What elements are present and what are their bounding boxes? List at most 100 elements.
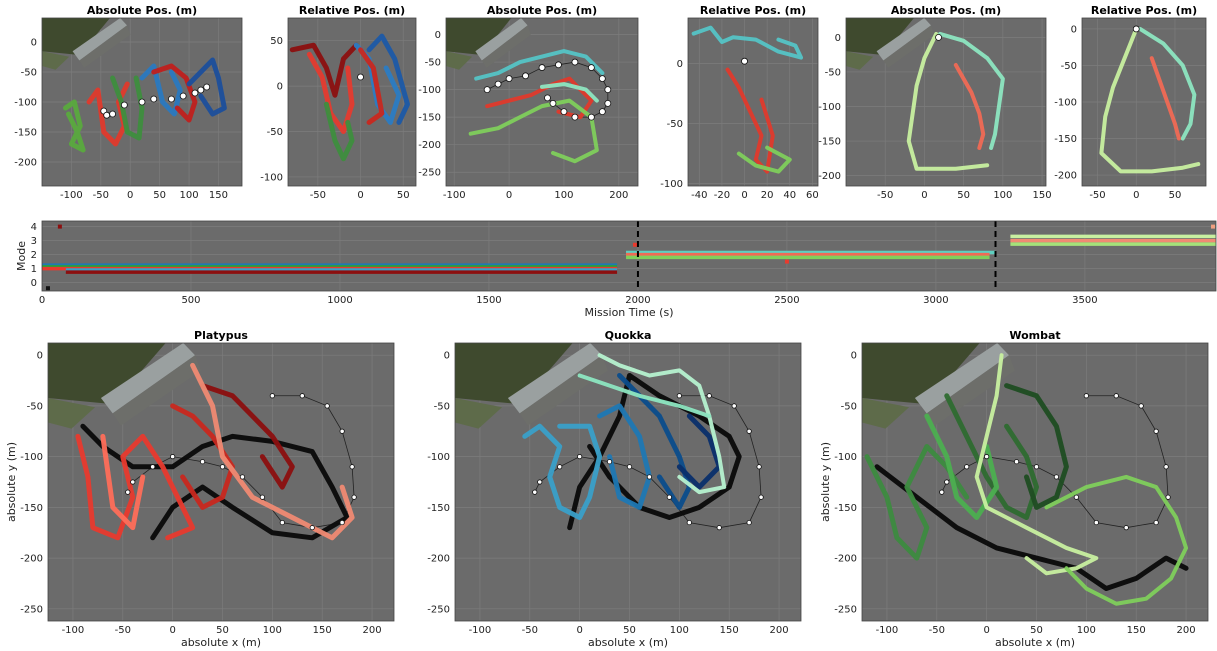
waypoint-marker	[199, 459, 206, 465]
waypoint-marker	[587, 113, 595, 121]
waypoint-marker	[103, 111, 111, 119]
y-tick-label: 0	[435, 30, 441, 41]
robot-track	[567, 372, 742, 531]
panel-bot1: -100 -50 0 50 100 150 200 0 -50 -100 -150 -200 -250 P…	[5, 329, 395, 649]
y-tick-label: -150	[14, 128, 37, 139]
waypoint-marker	[532, 489, 538, 495]
y-tick-label: 1	[31, 264, 37, 275]
waypoint-marker	[299, 393, 305, 399]
x-tick-label: 60	[806, 190, 819, 201]
axes-frame	[41, 17, 243, 187]
y-tick-label: -50	[825, 67, 841, 78]
x-tick-label: 100	[993, 190, 1012, 201]
robot-track	[577, 373, 712, 419]
robot-track	[1149, 56, 1181, 141]
x-tick-label: 0	[357, 190, 363, 201]
y-tick-label: -50	[434, 401, 450, 412]
y-tick-label: -50	[841, 401, 857, 412]
waypoint-marker	[1123, 525, 1129, 531]
y-tick-label: -150	[818, 137, 841, 148]
robot-track	[944, 393, 1039, 521]
waypoint-marker	[109, 110, 116, 118]
waypoint-marker	[1163, 464, 1169, 470]
waypoint-marker	[1113, 393, 1119, 399]
waypoint-marker	[1138, 403, 1144, 409]
waypoint-marker	[560, 108, 568, 116]
waypoint-marker	[746, 519, 752, 526]
panel-top2: -50 0 50 50 0 -50 -100 Relative Pos. (m)	[260, 4, 417, 201]
mode-marker	[45, 286, 50, 291]
waypoint-marker	[351, 494, 357, 500]
waypoint-marker	[706, 393, 712, 399]
y-tick-label: -50	[425, 58, 441, 69]
mode-marker	[784, 259, 789, 264]
x-tick-label: 150	[313, 625, 332, 636]
waypoint-marker	[269, 393, 275, 399]
y-tick-label: 0	[1071, 24, 1077, 35]
x-tick-label: 2500	[774, 295, 799, 306]
waypoint-marker	[555, 61, 562, 69]
robot-track	[86, 81, 130, 147]
robot-track	[63, 99, 86, 153]
robot-track	[323, 101, 355, 162]
axes-title: Relative Pos. (m)	[700, 4, 806, 17]
x-tick-label: 0	[576, 625, 582, 636]
x-axis-label: absolute x (m)	[995, 636, 1075, 649]
satellite-image	[846, 18, 935, 70]
y-tick-label: -100	[418, 85, 441, 96]
y-tick-label: -150	[427, 503, 450, 514]
y-tick-label: -200	[418, 140, 441, 151]
robot-track	[736, 145, 792, 174]
waypoint-marker	[598, 75, 606, 82]
axes-title: Quokka	[605, 329, 652, 342]
robot-track	[139, 63, 183, 117]
x-tick-label: 0	[921, 190, 927, 201]
axes-frame	[47, 342, 395, 622]
waypoint-marker	[483, 86, 491, 94]
robot-track	[358, 47, 385, 125]
robot-track	[289, 42, 359, 98]
axes-frame	[861, 342, 1209, 622]
y-tick-label: 0	[835, 33, 841, 44]
y-tick-label: -200	[20, 554, 43, 565]
x-axis-label: Mission Time (s)	[585, 306, 674, 319]
waypoint-marker	[549, 99, 557, 107]
x-tick-label: 50	[623, 625, 636, 636]
panel-top3: -100 0 100 200 0 -50 -100 -150 -200 -250 Absolute …	[418, 4, 639, 201]
axes-frame	[687, 17, 819, 187]
x-tick-label: 150	[1033, 190, 1052, 201]
panel-bot3: -100 -50 0 50 100 150 200 0 -50 -100 -150 -200 -250 W…	[819, 329, 1209, 649]
waypoint-marker	[746, 428, 752, 434]
x-tick-label: 100	[554, 190, 573, 201]
robot-track	[691, 25, 804, 60]
robot-track	[100, 433, 146, 531]
axes-frame	[454, 342, 802, 622]
x-tick-label: 100	[670, 625, 689, 636]
y-tick-label: -100	[427, 452, 450, 463]
waypoint-marker	[939, 489, 945, 495]
x-tick-label: -100	[62, 625, 85, 636]
robot-track	[485, 76, 594, 120]
axes-title: Wombat	[1009, 329, 1060, 342]
waypoint-marker	[1153, 428, 1159, 434]
y-tick-label: -200	[14, 158, 37, 169]
y-tick-label: -250	[20, 604, 43, 615]
x-tick-label: 150	[1127, 625, 1146, 636]
x-tick-label: 50	[1169, 190, 1182, 201]
y-tick-label: 0	[677, 59, 683, 70]
y-axis-label: absolute y (m)	[5, 442, 18, 522]
waypoint-marker	[686, 519, 692, 526]
waypoint-marker	[130, 479, 136, 485]
waypoint-marker	[676, 393, 682, 399]
x-tick-label: 100	[263, 625, 282, 636]
y-tick-label: 50	[270, 36, 283, 47]
y-axis-label: Mode	[15, 241, 28, 271]
waypoint-marker	[544, 94, 551, 102]
waypoint-marker	[168, 95, 175, 103]
x-tick-label: 0	[983, 625, 989, 636]
y-tick-label: -250	[834, 604, 857, 615]
x-tick-label: 2000	[625, 295, 650, 306]
robot-track	[474, 49, 605, 81]
x-tick-label: 0	[741, 190, 747, 201]
waypoint-marker	[1033, 464, 1040, 470]
